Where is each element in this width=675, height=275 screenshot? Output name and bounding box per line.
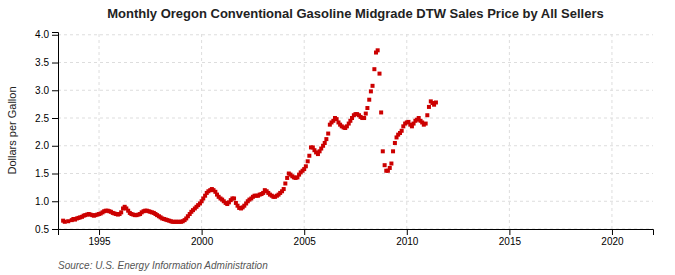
tick-mark	[304, 229, 305, 235]
tick-mark	[52, 174, 58, 175]
tick: 2000	[191, 229, 214, 247]
tick-label: 2.5	[35, 113, 49, 124]
axis-line	[59, 230, 654, 236]
data-point	[372, 67, 376, 71]
tick: 2015	[499, 229, 522, 247]
data-point	[425, 113, 429, 117]
tick: 2020	[601, 229, 624, 247]
data-point	[369, 89, 373, 93]
tick: 1995	[88, 229, 111, 247]
tick-mark	[52, 201, 58, 202]
data-point	[383, 163, 387, 167]
data-point	[376, 48, 380, 52]
tick: 3.0	[35, 85, 58, 96]
grid-line	[611, 32, 612, 229]
data-point	[365, 106, 369, 110]
grid-line	[406, 32, 407, 229]
tick: 3.5	[35, 57, 58, 68]
tick-label: 2.0	[35, 140, 49, 151]
data-point	[326, 132, 330, 136]
tick-mark	[99, 229, 100, 235]
grid-line	[58, 34, 653, 35]
data-point	[381, 149, 385, 153]
tick-mark	[509, 229, 510, 235]
data-point	[391, 149, 395, 153]
data-point	[283, 181, 287, 185]
data-point	[364, 112, 368, 116]
tick-label: 2010	[396, 236, 419, 247]
data-point	[424, 122, 428, 126]
tick-label: 0.5	[35, 224, 49, 235]
tick-mark	[52, 63, 58, 64]
grid-line	[304, 32, 305, 229]
grid-line	[58, 90, 653, 91]
data-point	[434, 100, 438, 104]
tick-mark	[52, 118, 58, 119]
tick-label: 2015	[499, 236, 522, 247]
tick: 1.0	[35, 196, 58, 207]
data-point	[324, 137, 328, 141]
source: Source: U.S. Energy Information Administ…	[58, 260, 268, 271]
tick-mark	[202, 229, 203, 235]
data-point	[63, 220, 67, 224]
data-point	[400, 129, 404, 133]
tick-label: 2005	[294, 236, 317, 247]
tick: 2.5	[35, 113, 58, 124]
data-point	[307, 154, 311, 158]
tick: 0.5	[35, 224, 58, 235]
tick-label: 1.5	[35, 168, 49, 179]
data-point	[367, 98, 371, 102]
data-point	[389, 162, 393, 166]
chart: 1995 2000 2005 2010 2015 2020 0.5 1.0 1.5 2.0 2.5 3…	[0, 0, 675, 275]
tick-mark	[52, 35, 58, 36]
tick: 2.0	[35, 140, 58, 151]
data-point	[232, 196, 236, 200]
tick-mark	[407, 229, 408, 235]
tick-mark	[52, 146, 58, 147]
data-point	[362, 116, 366, 120]
y-axis-title: Dollars per Gallon	[6, 86, 18, 174]
tick-label: 1.0	[35, 196, 49, 207]
data-point	[379, 110, 383, 114]
tick: 2005	[294, 229, 317, 247]
y-axis: 0.5 1.0 1.5 2.0 2.5 3.0 3.5 4.0	[35, 29, 58, 234]
data-point	[306, 159, 310, 163]
tick-mark	[52, 229, 58, 230]
data-point	[323, 141, 327, 145]
data-point	[427, 105, 431, 109]
data-point	[388, 166, 392, 170]
tick-label: 2020	[601, 236, 624, 247]
tick-mark	[612, 229, 613, 235]
grid-line	[58, 145, 653, 146]
tick: 2010	[396, 229, 419, 247]
points	[61, 48, 438, 223]
title: Monthly Oregon Conventional Gasoline Mid…	[107, 6, 604, 21]
data-point	[119, 210, 123, 214]
tick-label: 4.0	[35, 29, 49, 40]
data-point	[378, 72, 382, 76]
tick: 1.5	[35, 168, 58, 179]
data-point	[66, 219, 70, 223]
data-point	[371, 84, 375, 88]
data-point	[282, 187, 286, 191]
grid	[58, 32, 653, 229]
axis-line	[52, 33, 59, 230]
tick-label: 3.0	[35, 85, 49, 96]
grid-line	[58, 118, 653, 119]
tick-label: 3.5	[35, 57, 49, 68]
tick: 4.0	[35, 29, 58, 40]
tick-mark	[52, 90, 58, 91]
data-point	[393, 141, 397, 145]
data-point	[304, 164, 308, 168]
tick-label: 2000	[191, 236, 214, 247]
grid-line	[58, 201, 653, 202]
grid-line	[509, 32, 510, 229]
grid-line	[58, 173, 653, 174]
grid-line	[58, 62, 653, 63]
grid-line	[99, 32, 100, 229]
tick-label: 1995	[88, 236, 111, 247]
x-axis: 1995 2000 2005 2010 2015 2020	[59, 229, 654, 247]
